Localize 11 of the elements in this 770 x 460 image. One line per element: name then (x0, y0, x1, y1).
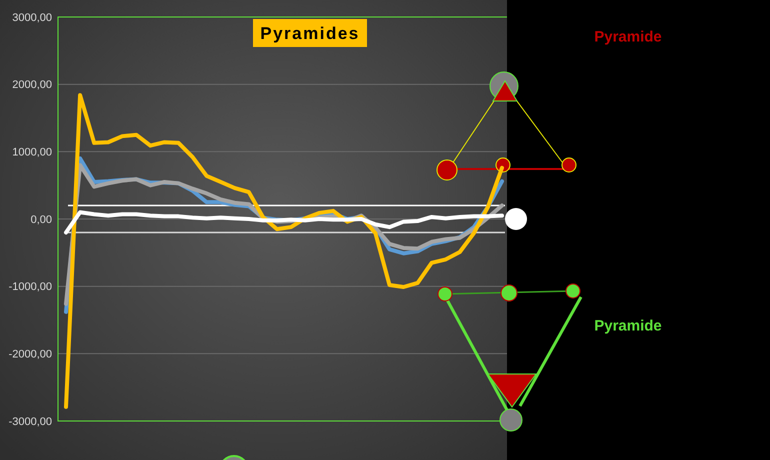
text: Pyramide (594, 28, 662, 46)
chart-title: Pyramides (260, 24, 360, 43)
line-series (64, 210, 504, 234)
y-tick-label: -2000,00 (8, 348, 52, 361)
y-tick-label: 1000,00 (12, 146, 52, 159)
y-tick-label: 2000,00 (12, 79, 52, 92)
text: Pyramide (594, 317, 662, 334)
y-tick-label: 0,00 (30, 214, 52, 226)
y-tick-label: -1000,00 (8, 281, 52, 294)
y-tick-label: -3000,00 (8, 416, 52, 428)
y-tick-label: 3000,00 (12, 12, 52, 24)
